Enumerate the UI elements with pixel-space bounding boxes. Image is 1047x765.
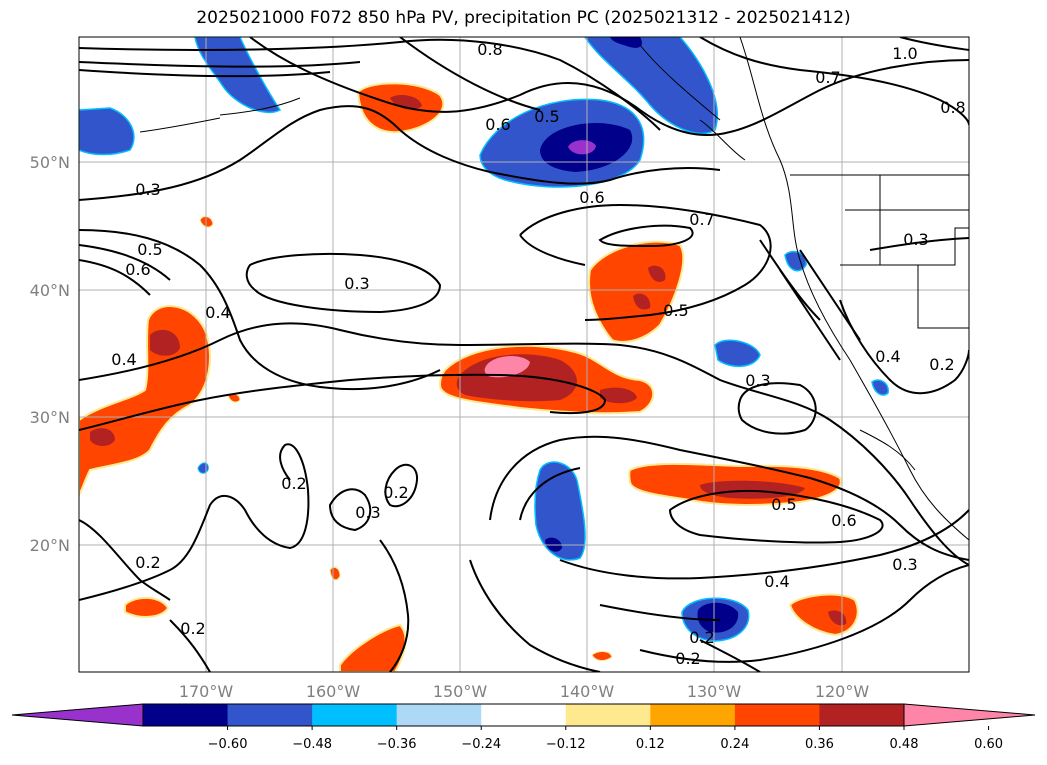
- lon-label: 120°W: [815, 682, 870, 701]
- map-title: 2025021000 F072 850 hPa PV, precipitatio…: [196, 8, 851, 28]
- colorbar-tick-label: 0.24: [720, 737, 749, 752]
- colorbar-tick-label: 0.48: [890, 737, 919, 752]
- lat-label: 40°N: [30, 281, 70, 300]
- contour-label: 0.5: [137, 240, 162, 259]
- shade-orange-west: [79, 305, 211, 497]
- colorbar-tick-label: −0.12: [546, 737, 586, 752]
- lat-label: 30°N: [30, 408, 70, 427]
- contour-label: 0.7: [815, 68, 840, 87]
- contour-label: 0.2: [383, 483, 408, 502]
- contour-label: 0.4: [111, 350, 136, 369]
- contour-label: 0.6: [485, 115, 510, 134]
- colorbar-tick-label: −0.60: [208, 737, 248, 752]
- map-frame: [78, 36, 970, 673]
- contour-label: 0.2: [135, 553, 160, 572]
- map-plot-area: 0.8 1.0 0.7 0.8 0.6 0.5 0.3 0.6 0.7 0.3 …: [79, 37, 969, 672]
- shade-blue-alaska-coast: [584, 37, 718, 135]
- shade-pink-central: [484, 356, 530, 378]
- contour-label: 0.2: [180, 619, 205, 638]
- contour-label: 0.2: [929, 355, 954, 374]
- colorbar: −0.60 −0.48 −0.36 −0.24 −0.12 0.12 0.24 0.36 0.4…: [11, 703, 1036, 752]
- contour-label: 0.8: [940, 98, 965, 117]
- lat-label: 20°N: [30, 536, 70, 555]
- colorbar-box: [481, 704, 567, 726]
- shade-navy-south: [697, 602, 739, 633]
- contour-label: 0.3: [903, 230, 928, 249]
- shade-blue-coast2: [871, 379, 889, 396]
- shade-blue-nw: [79, 107, 135, 156]
- contour-label: 0.2: [689, 628, 714, 647]
- shade-orange-bottom: [339, 623, 407, 672]
- lon-label: 160°W: [306, 682, 361, 701]
- shade-blue-coast1: [784, 250, 807, 272]
- contour-label: 0.8: [477, 40, 502, 59]
- contour-label: 0.3: [344, 274, 369, 293]
- colorbar-tick-label: −0.24: [461, 737, 501, 752]
- precip-shading: [79, 37, 889, 672]
- contour-label: 0.5: [663, 301, 688, 320]
- shade-red-southeast: [700, 480, 805, 499]
- lon-label: 150°W: [433, 682, 488, 701]
- colorbar-box: [565, 704, 651, 726]
- lon-label: 140°W: [560, 682, 615, 701]
- shade-red-central-east: [600, 387, 637, 404]
- lon-label: 170°W: [179, 682, 234, 701]
- colorbar-box: [650, 704, 736, 726]
- colorbar-tick-label: −0.36: [377, 737, 417, 752]
- lat-label: 50°N: [30, 153, 70, 172]
- contour-label: 0.7: [689, 210, 714, 229]
- shade-red-east-central-a: [648, 265, 666, 282]
- contour-label: 1.0: [892, 44, 917, 63]
- colorbar-extend-low: [12, 704, 143, 726]
- colorbar-box: [396, 704, 482, 726]
- contour-label: 0.3: [892, 555, 917, 574]
- contour-label: 0.5: [771, 495, 796, 514]
- colorbar-box: [312, 704, 398, 726]
- graticule: [79, 37, 969, 672]
- colorbar-tick-label: 0.36: [805, 737, 834, 752]
- contour-label: 0.6: [831, 511, 856, 530]
- shade-blue-midocean: [714, 339, 761, 367]
- shade-orange-sw-small: [124, 596, 170, 618]
- contour-label: 0.4: [205, 303, 230, 322]
- colorbar-box: [734, 704, 820, 726]
- longitude-labels: 170°W 160°W 150°W 140°W 130°W 120°W: [179, 682, 870, 701]
- colorbar-extend-high: [904, 704, 1035, 726]
- pv-contours: [79, 37, 969, 672]
- colorbar-box: [227, 704, 313, 726]
- contour-label: 0.6: [579, 188, 604, 207]
- shade-blue-subtropics: [534, 461, 586, 561]
- contour-label: 0.4: [764, 572, 789, 591]
- latitude-labels: 50°N 40°N 30°N 20°N: [30, 153, 70, 555]
- contour-labels: 0.8 1.0 0.7 0.8 0.6 0.5 0.3 0.6 0.7 0.3 …: [111, 40, 965, 668]
- contour-label: 0.3: [135, 180, 160, 199]
- shade-purple-gulf-alaska: [568, 140, 596, 155]
- coastlines: [139, 37, 969, 541]
- colorbar-tick-label: 0.60: [974, 737, 1003, 752]
- contour-label: 0.2: [281, 474, 306, 493]
- colorbar-box: [143, 704, 229, 726]
- contour-label: 0.2: [675, 649, 700, 668]
- contour-label: 0.5: [534, 107, 559, 126]
- contour-label: 0.3: [745, 371, 770, 390]
- contour-label: 0.3: [355, 503, 380, 522]
- shade-red-west-a: [150, 329, 180, 356]
- colorbar-tick-label: 0.12: [636, 737, 665, 752]
- contour-label: 0.4: [875, 347, 900, 366]
- contour-label: 0.6: [125, 260, 150, 279]
- shade-orange-east-central: [588, 240, 685, 343]
- shade-navy-alaska-coast: [610, 37, 642, 48]
- shade-red-west-b: [90, 428, 115, 446]
- colorbar-tick-label: −0.48: [292, 737, 332, 752]
- lon-label: 130°W: [687, 682, 742, 701]
- shade-orange-tiny-d: [591, 651, 613, 661]
- colorbar-box: [819, 704, 905, 726]
- shade-red-east-central-b: [633, 293, 651, 310]
- shade-orange-aleutian: [356, 82, 445, 134]
